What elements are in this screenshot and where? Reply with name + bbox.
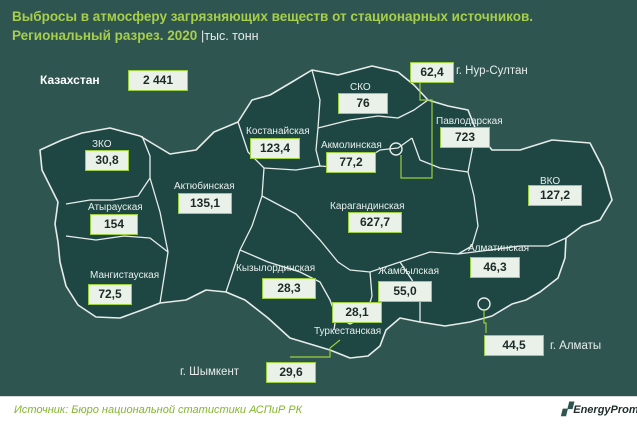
value-box-karaganda: 627,7	[348, 212, 402, 233]
zko-border	[65, 135, 151, 205]
almaty-leader	[483, 310, 487, 333]
value-box-zko: 30,8	[85, 150, 129, 171]
value-box-almaty-city: 44,5	[484, 335, 544, 356]
region-label-kostanay: Костанайская	[246, 126, 310, 137]
value-box-kyzylorda: 28,3	[262, 278, 316, 299]
country-label: Казахстан	[40, 73, 100, 87]
region-label-sko: СКО	[350, 82, 371, 93]
logo-mark-icon: ▞	[562, 402, 572, 416]
aktobe-west-border	[149, 177, 169, 304]
unit-label: |тыс. тонн	[201, 29, 259, 43]
source-note: Источник: Бюро национальной статистики А…	[14, 404, 303, 416]
value-box-zhambyl: 55,0	[378, 281, 432, 302]
region-label-turkestan: Туркестанская	[314, 326, 382, 337]
logo-text: EnergyProm	[573, 404, 637, 416]
region-label-nur-sultan: г. Нур-Султан	[456, 65, 528, 77]
value-box-akmola: 77,2	[326, 152, 376, 173]
value-box-pavlodar: 723	[440, 127, 490, 148]
value-box-kostanay: 123,4	[250, 138, 300, 159]
region-label-almaty-city: г. Алматы	[550, 340, 602, 352]
akmola-pavlodar-border	[411, 129, 477, 173]
country-value-box: 2 441	[128, 70, 188, 91]
value-box-mangistau: 72,5	[88, 284, 132, 305]
sko-akmola-border	[317, 99, 429, 129]
region-label-shymkent: г. Шымкент	[180, 366, 240, 378]
chart-subtitle-text: Региональный разрез. 2020	[12, 28, 198, 43]
region-label-aktobe: Актюбинская	[174, 181, 235, 192]
region-label-zko: ЗКО	[92, 139, 112, 150]
region-label-zhambyl: Жамбылская	[378, 266, 439, 277]
value-box-turkestan: 28,1	[332, 302, 382, 323]
value-box-shymkent: 29,6	[266, 362, 316, 383]
shymkent-leader	[290, 339, 341, 358]
value-box-sko: 76	[338, 93, 388, 114]
region-label-akmola: Акмолинская	[321, 140, 382, 151]
region-label-vko: ВКО	[540, 176, 561, 187]
nur-sultan-marker	[389, 142, 403, 156]
footer-band	[0, 396, 637, 433]
atyrau-border	[65, 235, 169, 253]
chart-title: Выбросы в атмосферу загрязняющих веществ…	[12, 9, 534, 24]
value-box-atyrau: 154	[90, 214, 138, 235]
region-label-kyzylorda: Кызылординская	[236, 263, 316, 274]
region-label-pavlodar: Павлодарская	[436, 116, 503, 127]
value-box-almaty-reg: 46,3	[470, 257, 520, 278]
value-box-nur-sultan: 62,4	[410, 62, 454, 83]
brand-logo: ▞ EnergyProm	[562, 402, 637, 416]
region-label-mangistau: Мангистауская	[90, 270, 160, 281]
pavlodar-vko-border	[457, 171, 479, 255]
value-box-aktobe: 135,1	[178, 193, 232, 214]
chart-subtitle: Региональный разрез. 2020 |тыс. тонн	[12, 28, 259, 43]
region-label-karaganda: Карагандинская	[330, 201, 405, 212]
leader-lines	[290, 82, 487, 358]
region-label-almaty-reg: Алматинская	[468, 243, 529, 254]
region-label-atyrau: Атырауская	[88, 202, 143, 213]
nur-sultan-leader	[400, 82, 433, 179]
value-box-vko: 127,2	[528, 185, 582, 206]
